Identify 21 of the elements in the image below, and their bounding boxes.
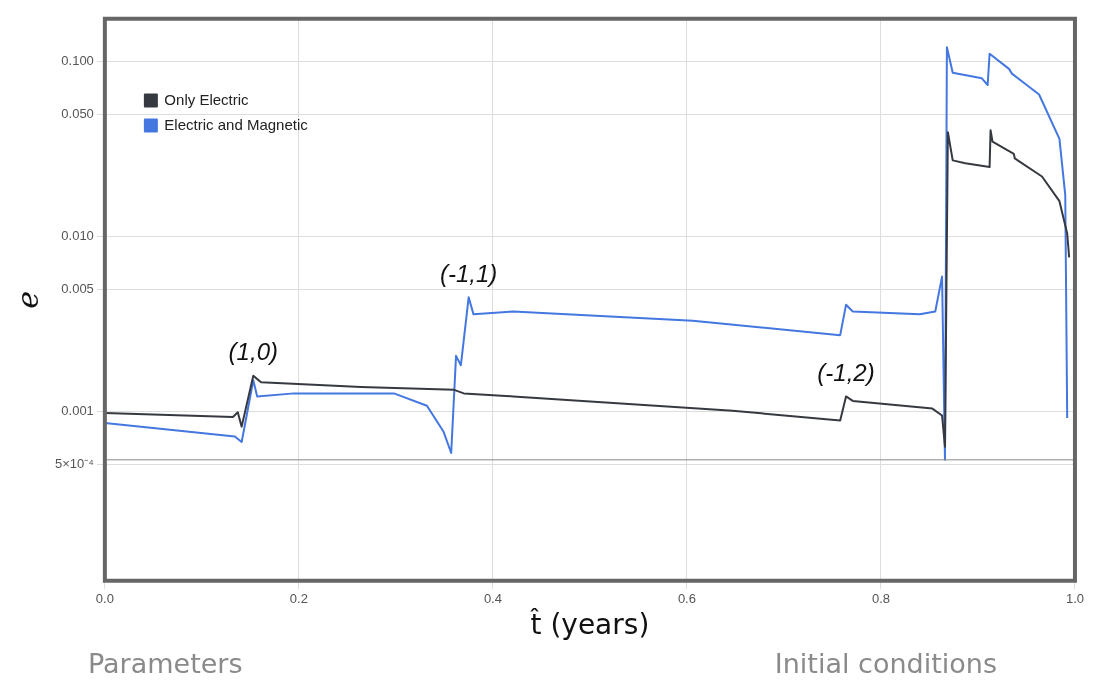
text: Initial conditions <box>774 648 997 679</box>
x-tick-label: 0.6 <box>677 591 696 607</box>
legend-label: Electric and Magnetic <box>164 115 309 133</box>
legend-label: Only Electric <box>164 90 250 108</box>
x-tick-label: 0.0 <box>95 591 114 607</box>
x-tick-label: 0.8 <box>871 591 890 607</box>
annotation: (-1,1) <box>439 260 498 288</box>
y-tick-label: 0.010 <box>61 228 94 244</box>
text: Parameters <box>88 648 243 679</box>
y-tick-label: 0.005 <box>61 280 94 296</box>
x-tick-label: 0.4 <box>483 591 502 607</box>
y-tick-label: 0.001 <box>61 403 94 419</box>
y-axis-title: e <box>9 290 45 309</box>
x-tick-label: 1.0 <box>1065 591 1084 607</box>
x-tick-label: 0.2 <box>289 591 308 607</box>
annotation: (-1,2) <box>817 359 875 387</box>
y-tick-label: 5×10⁻⁴ <box>54 455 94 471</box>
y-tick-label: 0.050 <box>61 105 94 121</box>
annotation: (1,0) <box>228 338 278 366</box>
x-axis-title: t̂ (years) <box>529 608 650 642</box>
y-tick-label: 0.100 <box>61 52 94 68</box>
